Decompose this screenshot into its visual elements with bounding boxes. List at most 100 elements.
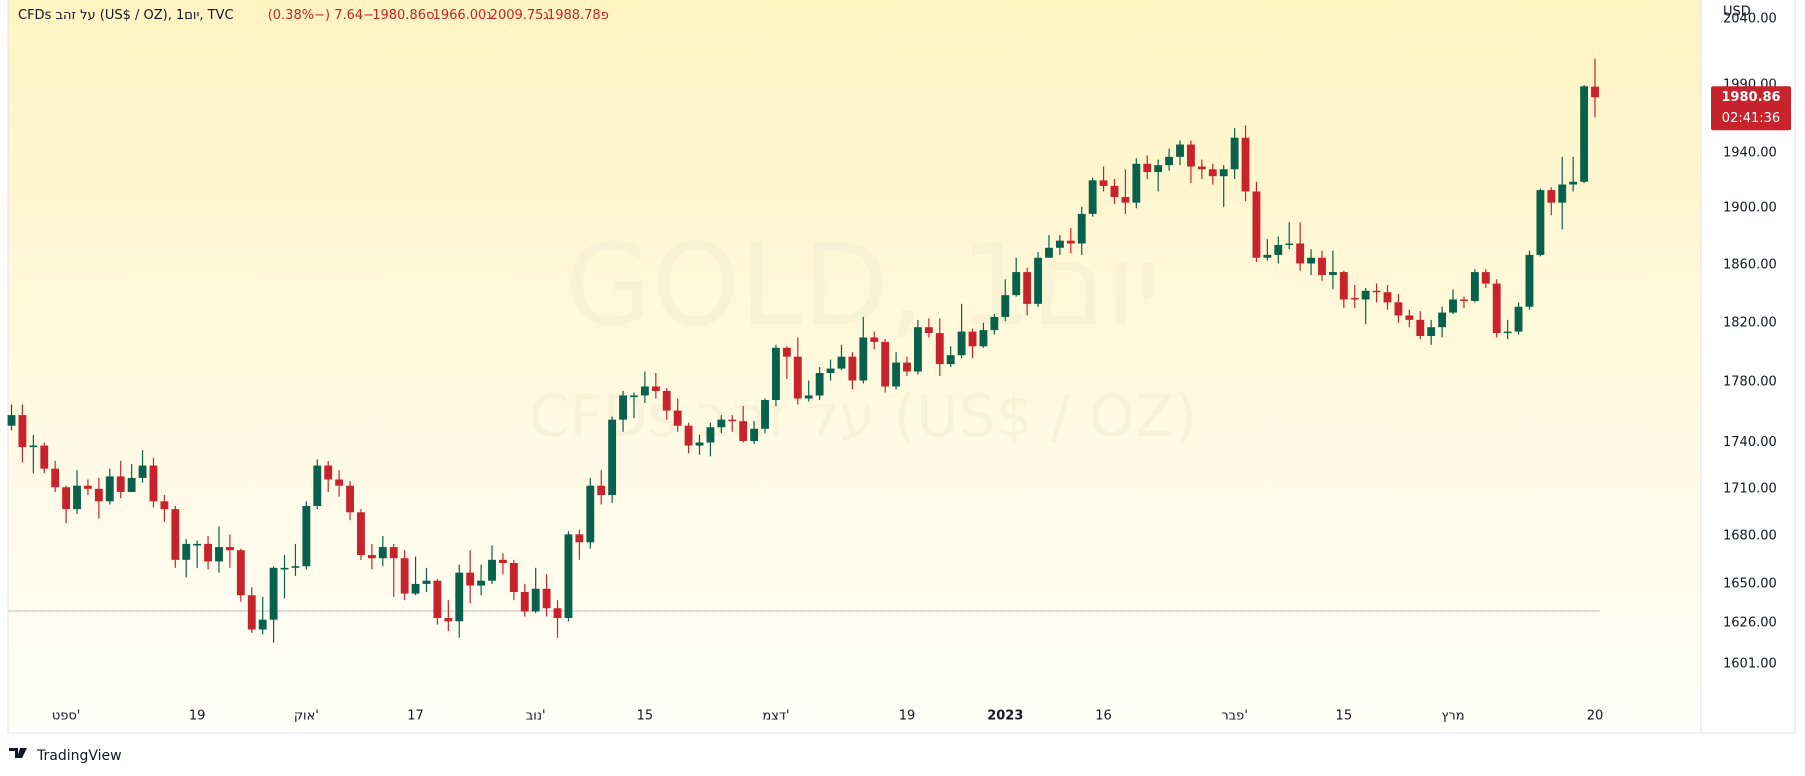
candle-body <box>247 595 256 630</box>
candle-body <box>946 355 955 365</box>
candle-body <box>1285 243 1294 245</box>
candle-body <box>892 362 901 387</box>
candle-body <box>542 588 551 609</box>
candle-body <box>269 567 278 620</box>
candle-body <box>630 395 638 397</box>
candle-body <box>280 567 289 570</box>
brand-logo <box>9 748 27 758</box>
candle-body <box>225 547 234 551</box>
ohlc-value: 1966.00 <box>433 8 487 23</box>
x-tick-label: 16 <box>1095 709 1112 724</box>
candle-body <box>204 543 213 562</box>
x-tick-label: דצמ' <box>762 709 789 724</box>
candle-body <box>62 487 71 510</box>
candle-body <box>1099 180 1108 186</box>
candle-body <box>444 618 453 622</box>
candle-body <box>1372 290 1381 293</box>
candle-body <box>881 341 890 387</box>
candle-body <box>782 347 791 357</box>
brand-name: TradingView <box>36 748 122 764</box>
candle-body <box>935 333 944 365</box>
candle-body <box>553 608 562 619</box>
y-tick-label: 1740.00 <box>1723 435 1777 450</box>
y-tick-label: 1601.00 <box>1723 657 1777 672</box>
candle-body <box>1580 86 1589 182</box>
candle-body <box>127 477 136 492</box>
candle-body <box>7 415 16 426</box>
candle-body <box>1230 137 1239 170</box>
candle-body <box>619 395 627 420</box>
candle-body <box>826 368 835 374</box>
candle-body <box>1110 185 1119 198</box>
y-tick-label: 1860.00 <box>1723 257 1777 272</box>
candle-body <box>1219 169 1228 177</box>
candle-body <box>684 425 693 446</box>
y-tick-label: 1650.00 <box>1723 576 1777 591</box>
candle-body <box>1187 144 1195 167</box>
y-tick-label: 2040.00 <box>1723 11 1777 26</box>
currency: USD <box>1723 5 1751 20</box>
candle-body <box>466 572 475 586</box>
candle-body <box>40 445 49 469</box>
candle-body <box>433 580 442 619</box>
candle-body <box>171 509 180 560</box>
candle-body <box>706 427 715 443</box>
candle-body <box>728 419 737 422</box>
candle-body <box>51 468 60 488</box>
change: −7.64 (−0.38%) <box>268 8 374 23</box>
candle-body <box>1034 257 1042 304</box>
candle-body <box>837 356 846 369</box>
candle-body <box>750 428 759 441</box>
candle-body <box>1525 254 1534 307</box>
y-tick-label: 1780.00 <box>1723 374 1777 389</box>
candle-body <box>1339 272 1348 300</box>
candle-body <box>1121 197 1130 203</box>
candle-body <box>411 583 420 594</box>
y-tick-label: 1626.00 <box>1723 615 1777 630</box>
candle-body <box>1350 298 1359 300</box>
candle-body <box>455 572 464 622</box>
candle-body <box>1558 184 1567 203</box>
ohlc-label: פ <box>601 8 609 23</box>
candle-body <box>1514 306 1523 332</box>
candle-body <box>968 331 977 347</box>
candle-body <box>957 331 966 356</box>
candle-body <box>1383 292 1392 303</box>
candle-body <box>389 547 398 559</box>
candle-body <box>695 442 704 446</box>
legend: CFDs על זהב (US$ / OZ), 1יום, TVC פ1988.… <box>18 8 609 23</box>
candle-body <box>662 390 671 411</box>
candle-body <box>1481 272 1490 284</box>
symbol: CFDs על זהב (US$ / OZ), 1יום, TVC <box>18 8 234 23</box>
last-price-badge <box>1711 86 1791 131</box>
x-tick-label: ספט' <box>52 709 81 724</box>
candle-body <box>859 337 868 381</box>
candle-body <box>18 415 27 448</box>
candle-body <box>302 505 311 567</box>
candle-body <box>575 534 584 543</box>
marks <box>7 58 1599 643</box>
candle-body <box>990 316 999 331</box>
x-tick-label: פבר' <box>1221 709 1248 724</box>
candle-body <box>488 559 496 581</box>
candle-body <box>1252 191 1261 258</box>
candle-body <box>1547 190 1556 203</box>
candle-body <box>1012 272 1021 296</box>
candle-body <box>1088 180 1097 214</box>
candle-body <box>1241 137 1250 192</box>
candle-body <box>1416 319 1425 336</box>
candle-body <box>149 465 158 502</box>
candle-body <box>531 588 540 612</box>
candle-body <box>1460 299 1468 301</box>
candle-body <box>498 559 507 564</box>
candle-body <box>236 550 245 596</box>
candle-body <box>1077 213 1086 244</box>
candle-body <box>1296 243 1305 264</box>
candle-body <box>1154 165 1163 173</box>
x-tick-label: 15 <box>1336 709 1353 724</box>
candle-body <box>378 547 387 559</box>
candle-body <box>793 356 802 399</box>
y-tick-label: 1940.00 <box>1723 145 1777 160</box>
candle-body <box>1055 240 1064 248</box>
countdown: 02:41:36 <box>1722 111 1780 126</box>
